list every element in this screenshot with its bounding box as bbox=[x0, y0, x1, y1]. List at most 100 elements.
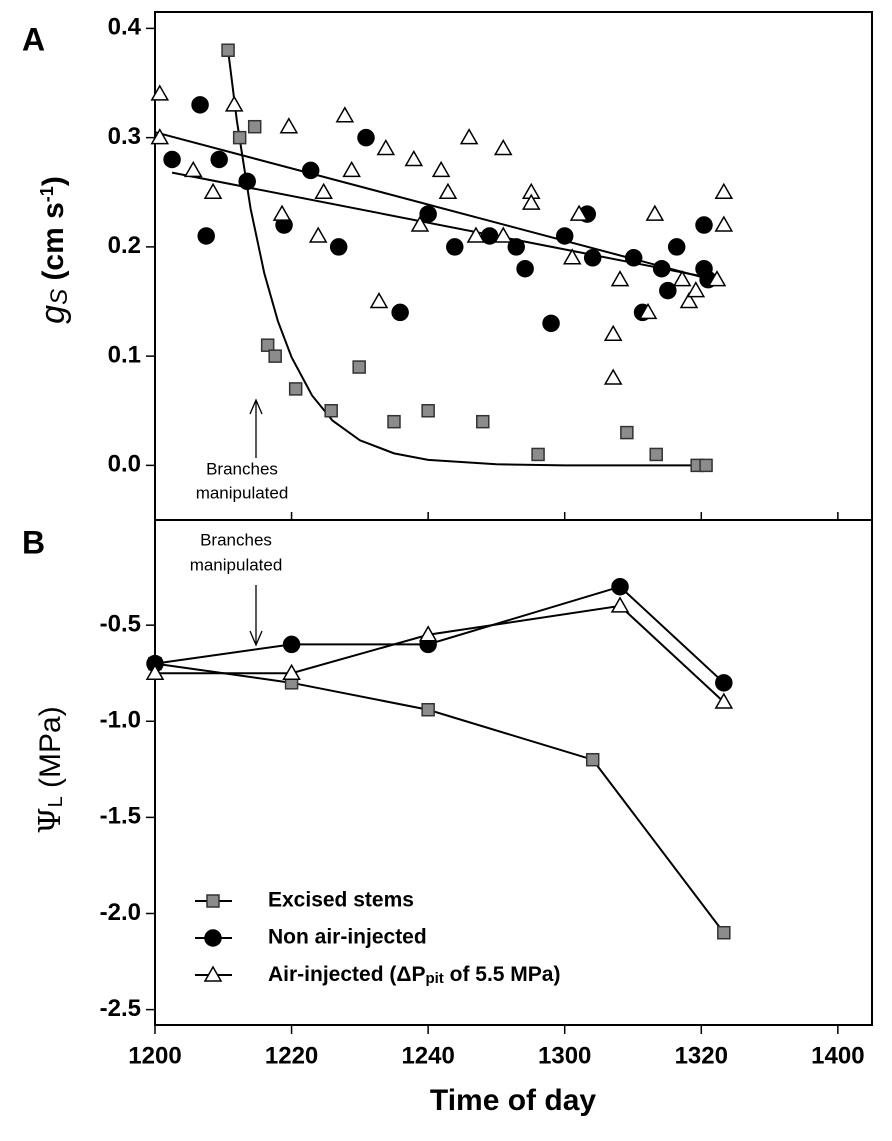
marker-circle bbox=[391, 303, 409, 322]
x-tick-label: 1200 bbox=[128, 1042, 181, 1069]
y-axis-title: gS (cm s-1) bbox=[34, 176, 73, 324]
marker-square bbox=[221, 43, 235, 57]
marker-triangle bbox=[369, 291, 389, 309]
legend-label-part: pit bbox=[425, 970, 443, 987]
panel-letter: A bbox=[22, 21, 45, 57]
marker-circle bbox=[516, 259, 534, 278]
marker-square bbox=[717, 925, 731, 940]
marker-square bbox=[387, 414, 401, 429]
legend-marker bbox=[203, 965, 223, 982]
marker-circle bbox=[163, 150, 181, 169]
marker-circle bbox=[480, 227, 499, 245]
marker-square bbox=[232, 130, 247, 145]
legend-marker bbox=[204, 929, 222, 947]
marker-square bbox=[324, 404, 338, 418]
marker-square bbox=[476, 414, 490, 429]
marker-triangle bbox=[610, 596, 630, 613]
series-line bbox=[154, 662, 725, 934]
marker-square bbox=[585, 752, 600, 767]
marker-triangle bbox=[145, 663, 165, 680]
annotation: Branches bbox=[200, 530, 272, 549]
marker-square bbox=[699, 458, 713, 473]
marker-triangle bbox=[150, 84, 170, 101]
marker-triangle bbox=[714, 215, 734, 232]
marker-triangle bbox=[493, 226, 513, 243]
marker-triangle bbox=[279, 117, 299, 134]
marker-triangle bbox=[438, 182, 458, 200]
marker-triangle bbox=[521, 193, 541, 210]
marker-circle bbox=[695, 216, 713, 234]
marker-circle bbox=[583, 249, 602, 267]
marker-triangle bbox=[376, 139, 396, 156]
x-tick-label: 1400 bbox=[811, 1042, 864, 1069]
marker-square bbox=[620, 425, 634, 440]
marker-circle bbox=[191, 96, 209, 114]
x-tick-label: 1320 bbox=[675, 1042, 728, 1069]
marker-triangle bbox=[672, 270, 692, 287]
y-axis-title-part: ) bbox=[37, 176, 70, 186]
y-tick-label: 0.1 bbox=[108, 341, 141, 368]
marker-circle bbox=[715, 674, 733, 692]
y-axis-title: ΨL (MPa) bbox=[33, 706, 68, 833]
marker-triangle bbox=[335, 106, 355, 123]
y-axis-title-part: g bbox=[34, 305, 72, 324]
marker-triangle bbox=[603, 324, 623, 342]
marker-circle bbox=[555, 227, 574, 245]
marker-circle bbox=[659, 281, 677, 300]
marker-triangle bbox=[314, 182, 333, 200]
marker-triangle bbox=[686, 281, 706, 298]
fit-line bbox=[227, 50, 709, 467]
marker-circle bbox=[611, 577, 629, 596]
marker-square bbox=[268, 349, 282, 363]
marker-circle bbox=[507, 238, 525, 256]
marker-circle bbox=[301, 161, 320, 180]
marker-triangle bbox=[150, 128, 170, 145]
annotation: manipulated bbox=[196, 483, 289, 502]
marker-triangle bbox=[282, 663, 301, 680]
y-axis-title-part: S bbox=[46, 289, 73, 305]
marker-triangle bbox=[308, 226, 328, 243]
series-line bbox=[155, 604, 725, 703]
marker-circle bbox=[419, 205, 437, 223]
y-tick-label: 0.0 bbox=[108, 451, 141, 478]
annotation: manipulated bbox=[190, 555, 283, 574]
y-tick-label: -0.5 bbox=[100, 610, 141, 637]
plot-frame bbox=[154, 519, 873, 1026]
y-axis-title-part: -1 bbox=[37, 186, 57, 202]
marker-triangle bbox=[418, 625, 438, 642]
marker-triangle bbox=[707, 270, 727, 287]
annotation-arrow bbox=[249, 585, 263, 647]
marker-square bbox=[260, 338, 275, 352]
marker-triangle bbox=[679, 291, 699, 309]
y-tick-label: -1.5 bbox=[100, 803, 141, 830]
y-axis-title-part: (cm s bbox=[37, 202, 70, 289]
marker-triangle bbox=[645, 204, 665, 221]
marker-square bbox=[247, 119, 262, 134]
x-tick-label: 1240 bbox=[401, 1042, 454, 1069]
fit-line bbox=[171, 171, 709, 279]
legend-label: Excised stems bbox=[268, 889, 414, 912]
marker-circle bbox=[238, 172, 256, 191]
x-tick-label: 1220 bbox=[265, 1042, 318, 1069]
y-tick-label: 0.2 bbox=[108, 232, 141, 259]
marker-circle bbox=[542, 314, 560, 333]
y-tick-label: 0.4 bbox=[108, 14, 142, 41]
marker-square bbox=[288, 382, 303, 396]
legend-label: Non air-injected bbox=[268, 926, 427, 949]
marker-square bbox=[649, 447, 663, 462]
marker-triangle bbox=[224, 95, 244, 112]
marker-triangle bbox=[272, 204, 292, 221]
marker-circle bbox=[197, 227, 215, 245]
marker-circle bbox=[446, 238, 464, 256]
marker-triangle bbox=[466, 226, 486, 243]
legend-marker bbox=[206, 894, 220, 908]
marker-triangle bbox=[410, 215, 430, 232]
marker-square bbox=[421, 702, 435, 717]
marker-triangle bbox=[404, 149, 424, 167]
marker-triangle bbox=[493, 139, 513, 156]
marker-triangle bbox=[638, 302, 658, 320]
annotation: Branches bbox=[206, 459, 278, 478]
marker-circle bbox=[210, 150, 228, 169]
marker-triangle bbox=[342, 160, 361, 178]
